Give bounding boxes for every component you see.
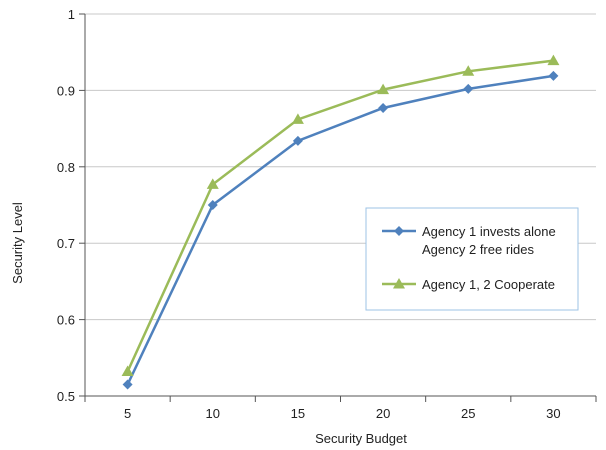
data-point [206,178,219,189]
y-tick-label: 0.5 [57,389,75,404]
series-line [126,74,554,386]
data-point [291,113,304,124]
data-point [292,135,303,146]
y-axis-title: Security Level [10,202,25,284]
y-tick-label: 0.6 [57,313,75,328]
y-tick-label: 0.7 [57,236,75,251]
data-point [547,54,560,66]
x-axis-title: Security Budget [315,431,407,446]
data-point [463,83,474,94]
data-point [207,200,218,210]
series-line [126,59,554,373]
x-tick-label: 20 [376,406,390,421]
data-point [122,379,133,390]
grid-lines [79,13,596,397]
series-group [121,54,560,390]
y-tick-label: 0.9 [57,83,75,98]
x-tick-label: 25 [461,406,475,421]
y-tick-label: 1 [68,7,75,22]
data-point [548,70,559,81]
data-point [378,102,389,113]
axes [84,14,597,402]
x-tick-label: 15 [291,406,305,421]
legend-swatch-marker [394,226,404,236]
legend-box [365,207,579,311]
legend-swatch-marker [393,278,405,289]
data-point [377,83,390,95]
y-tick-label: 0.8 [57,160,75,175]
x-tick-labels: 5 10 15 20 25 30 [124,406,561,421]
data-point [121,365,134,377]
legend-label-line2: Agency 2 free rides [422,242,535,257]
x-tick-label: 5 [124,406,131,421]
data-point [462,65,475,76]
x-tick-label: 30 [546,406,560,421]
legend-label: Agency 1, 2 Cooperate [422,277,555,292]
legend: Agency 1 invests alone Agency 2 free ride… [365,207,579,311]
y-tick-labels: 0.5 0.6 0.7 0.8 0.9 1 [57,7,75,404]
legend-label: Agency 1 invests alone [422,224,556,239]
x-tick-label: 10 [206,406,220,421]
